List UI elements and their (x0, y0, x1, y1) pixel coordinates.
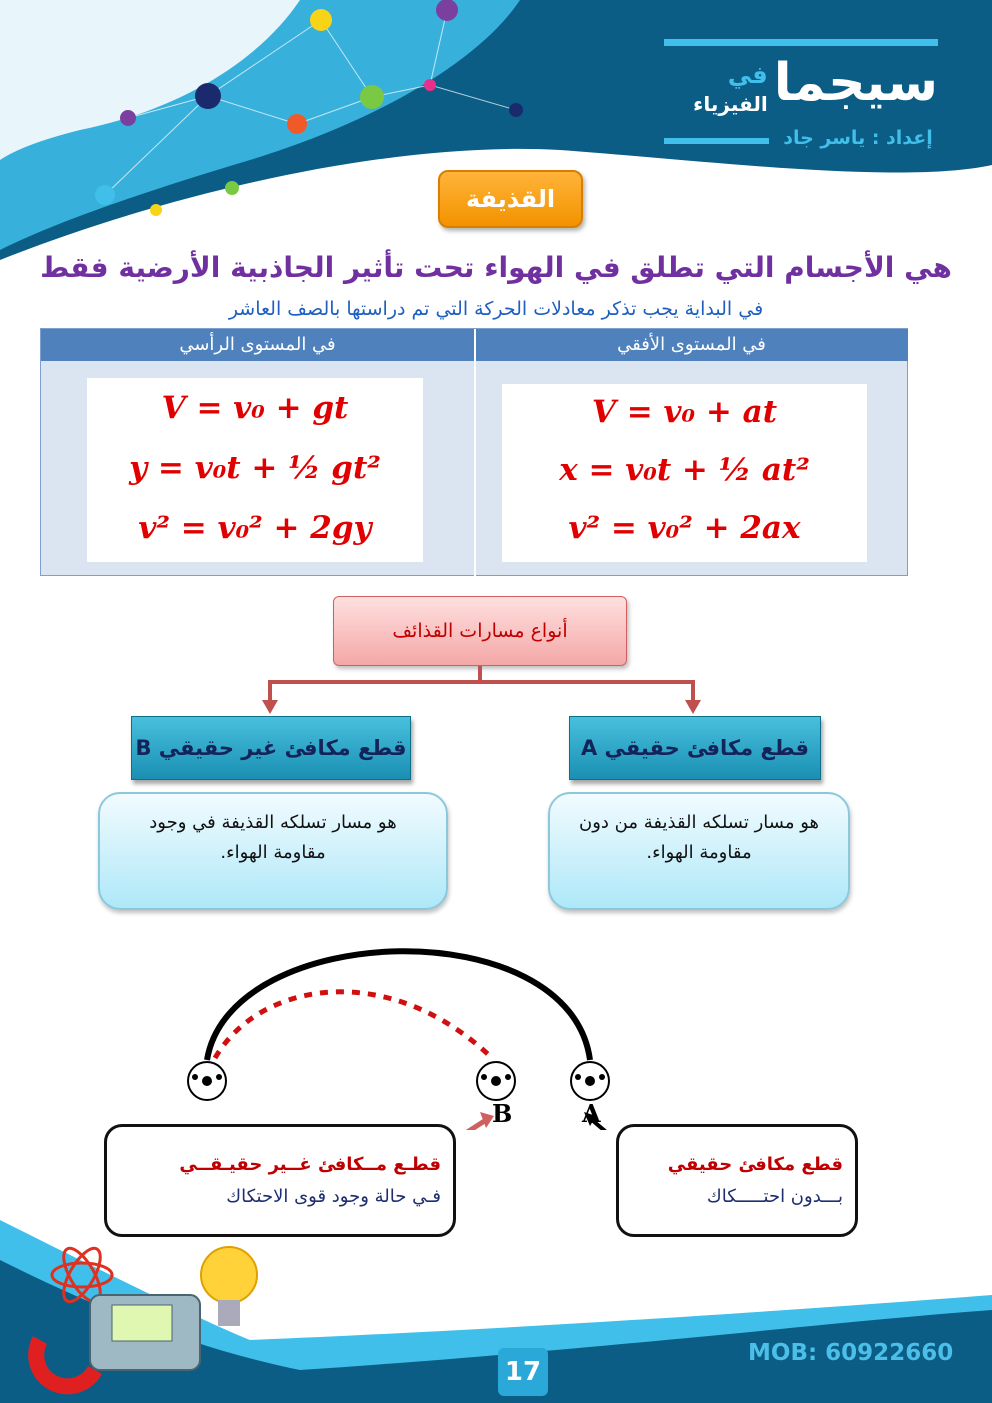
mobile-number: MOB: 60922660 (748, 1340, 954, 1366)
definition: هي الأجسام التي تطلق في الهواء تحت تأثير… (40, 251, 952, 284)
ball-icon (570, 1061, 610, 1101)
header-background (0, 0, 992, 260)
equation-v2-ax: v² = v₀² + 2ax (568, 510, 801, 546)
desc-line: مقاومة الهواء. (220, 842, 326, 863)
vertical-equations: V = v₀ + gt y = v₀t + ½ gt² v² = v₀² + 2… (87, 378, 423, 562)
type-b-description: هو مسار تسلكه القذيفة في وجود مقاومة الهو… (98, 792, 448, 910)
note-text: فـي حالة وجود قوى الاحتكاك (226, 1186, 441, 1207)
intro-text: في البداية يجب تذكر معادلات الحركة التي … (228, 298, 764, 320)
nonreal-parabola (212, 989, 494, 1060)
ball-icon (187, 1061, 227, 1101)
equation-y: y = v₀t + ½ gt² (129, 450, 381, 486)
equations-table: في المستوى الرأسي في المستوى الأفقي V = … (40, 328, 908, 576)
brand-small-group: في الفيزياء (693, 60, 768, 118)
flow-connectors (262, 666, 701, 714)
note-text: بـــدون احتـــــكاك (706, 1186, 843, 1207)
lightbulb-icon (200, 1246, 258, 1326)
label-b: B (492, 1099, 513, 1128)
brand-small-top: في (727, 61, 768, 89)
note-title: قطع مكافئ حقيقي (667, 1154, 843, 1175)
type-b-title: قطع مكافئ غير حقيقي B (131, 716, 411, 780)
ball-icon (476, 1061, 516, 1101)
note-title: قطـع مــكافئ غــير حقيـقــي (179, 1154, 441, 1175)
author: إعداد : ياسر جاد (783, 127, 933, 149)
equation-v2-gy: v² = v₀² + 2gy (138, 510, 372, 546)
magnet-icon (28, 1336, 103, 1395)
equation-v-gt: V = v₀ + gt (161, 390, 349, 426)
brand-small: الفيزياء (693, 92, 768, 116)
trajectory-diagram (187, 948, 610, 1130)
brand-logo: سيجما في الفيزياء (693, 48, 938, 118)
real-parabola (204, 948, 593, 1061)
footer-background (0, 1220, 992, 1403)
desc-line: مقاومة الهواء. (646, 842, 752, 863)
label-a: A (582, 1099, 601, 1128)
brand-main: سيجما (773, 53, 938, 113)
note-b: قطـع مــكافئ غــير حقيـقــي فـي حالة وجود… (104, 1124, 456, 1237)
topic-badge: القذيفة (438, 170, 583, 228)
desc-line: هو مسار تسلكه القذيفة في وجود (149, 812, 397, 833)
horizontal-equations: V = v₀ + at x = v₀t + ½ at² v² = v₀² + 2… (502, 384, 867, 562)
type-a-title: قطع مكافئ حقيقي A (569, 716, 821, 780)
type-a-description: هو مسار تسلكه القذيفة من دون مقاومة الهوا… (548, 792, 850, 910)
column-divider (474, 329, 476, 576)
equation-v-at: V = v₀ + at (591, 394, 778, 430)
desc-line: هو مسار تسلكه القذيفة من دون (579, 812, 819, 833)
trajectory-types-box: أنواع مسارات القذائف (333, 596, 627, 666)
equation-x: x = v₀t + ½ at² (559, 452, 810, 488)
vertical-header: في المستوى الرأسي (41, 329, 474, 361)
horizontal-header: في المستوى الأفقي (475, 329, 908, 361)
note-a: قطع مكافئ حقيقي بـــدون احتـــــكاك (616, 1124, 858, 1237)
molecule-decoration (95, 0, 523, 216)
page-number: 17 (498, 1348, 548, 1396)
